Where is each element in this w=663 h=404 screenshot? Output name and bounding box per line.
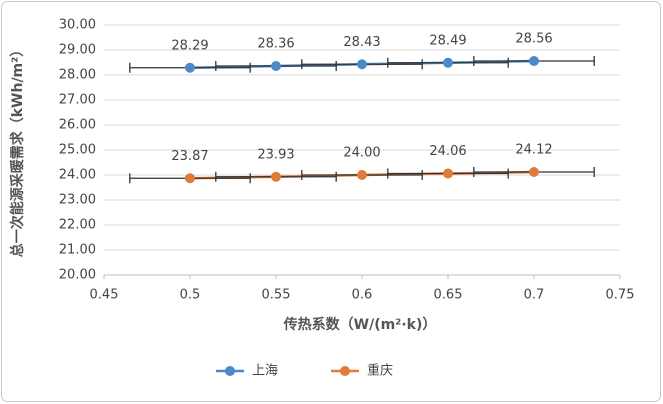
point bbox=[529, 56, 539, 66]
point bbox=[529, 167, 539, 177]
point bbox=[443, 57, 453, 68]
legend-marker bbox=[225, 366, 235, 376]
x-tick-label: 0.5 bbox=[180, 288, 201, 303]
x-tick-label: 0.65 bbox=[434, 288, 463, 303]
y-tick-label: 30.00 bbox=[59, 18, 96, 33]
y-tick-label: 27.00 bbox=[59, 93, 96, 108]
point bbox=[185, 62, 195, 73]
point bbox=[271, 171, 281, 182]
x-tick-label: 0.55 bbox=[262, 288, 291, 303]
point bbox=[271, 61, 281, 71]
legend-marker bbox=[340, 366, 350, 376]
x-axis-title: 传热系数（W/(m²·k)） bbox=[283, 316, 437, 333]
x-tick-label: 0.7 bbox=[524, 288, 545, 303]
x-tick-label: 0.45 bbox=[90, 288, 119, 303]
y-tick-label: 24.00 bbox=[59, 168, 96, 183]
y-tick-label: 29.00 bbox=[59, 43, 96, 58]
x-tick-label: 0.6 bbox=[352, 288, 373, 303]
legend-label: 重庆 bbox=[367, 363, 393, 379]
data-label: 24.12 bbox=[515, 143, 552, 158]
x-tick-label: 0.75 bbox=[606, 288, 635, 303]
data-label: 28.36 bbox=[257, 37, 294, 52]
data-label: 28.56 bbox=[515, 32, 552, 47]
data-label: 28.49 bbox=[429, 33, 466, 48]
point bbox=[357, 170, 367, 180]
legend-label: 上海 bbox=[252, 364, 278, 379]
data-label: 23.93 bbox=[257, 147, 294, 162]
y-axis-title: 总一次能源采暖需求（kWh/m²） bbox=[9, 43, 26, 258]
y-tick-label: 28.00 bbox=[59, 68, 96, 83]
y-tick-label: 20.00 bbox=[59, 268, 96, 283]
y-tick-label: 25.00 bbox=[59, 143, 96, 158]
point bbox=[185, 173, 195, 184]
point bbox=[443, 168, 453, 179]
data-label: 24.00 bbox=[343, 146, 380, 161]
y-tick-label: 22.00 bbox=[59, 218, 96, 233]
y-tick-label: 26.00 bbox=[59, 118, 96, 133]
data-label: 28.43 bbox=[343, 35, 380, 50]
y-tick-label: 23.00 bbox=[59, 193, 96, 208]
data-label: 28.29 bbox=[171, 38, 208, 53]
data-label: 24.06 bbox=[429, 144, 466, 159]
y-tick-label: 21.00 bbox=[59, 243, 96, 258]
point bbox=[357, 59, 367, 70]
data-label: 23.87 bbox=[171, 149, 208, 164]
